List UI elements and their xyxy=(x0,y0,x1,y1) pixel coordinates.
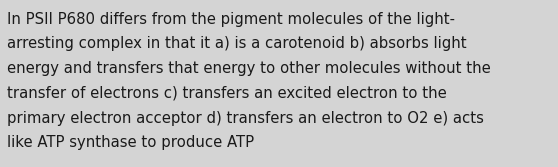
Text: In PSII P680 differs from the pigment molecules of the light-: In PSII P680 differs from the pigment mo… xyxy=(7,12,455,27)
Text: energy and transfers that energy to other molecules without the: energy and transfers that energy to othe… xyxy=(7,61,491,76)
Text: transfer of electrons c) transfers an excited electron to the: transfer of electrons c) transfers an ex… xyxy=(7,86,447,101)
Text: like ATP synthase to produce ATP: like ATP synthase to produce ATP xyxy=(7,135,254,150)
Text: arresting complex in that it a) is a carotenoid b) absorbs light: arresting complex in that it a) is a car… xyxy=(7,36,467,51)
Text: primary electron acceptor d) transfers an electron to O2 e) acts: primary electron acceptor d) transfers a… xyxy=(7,111,484,126)
